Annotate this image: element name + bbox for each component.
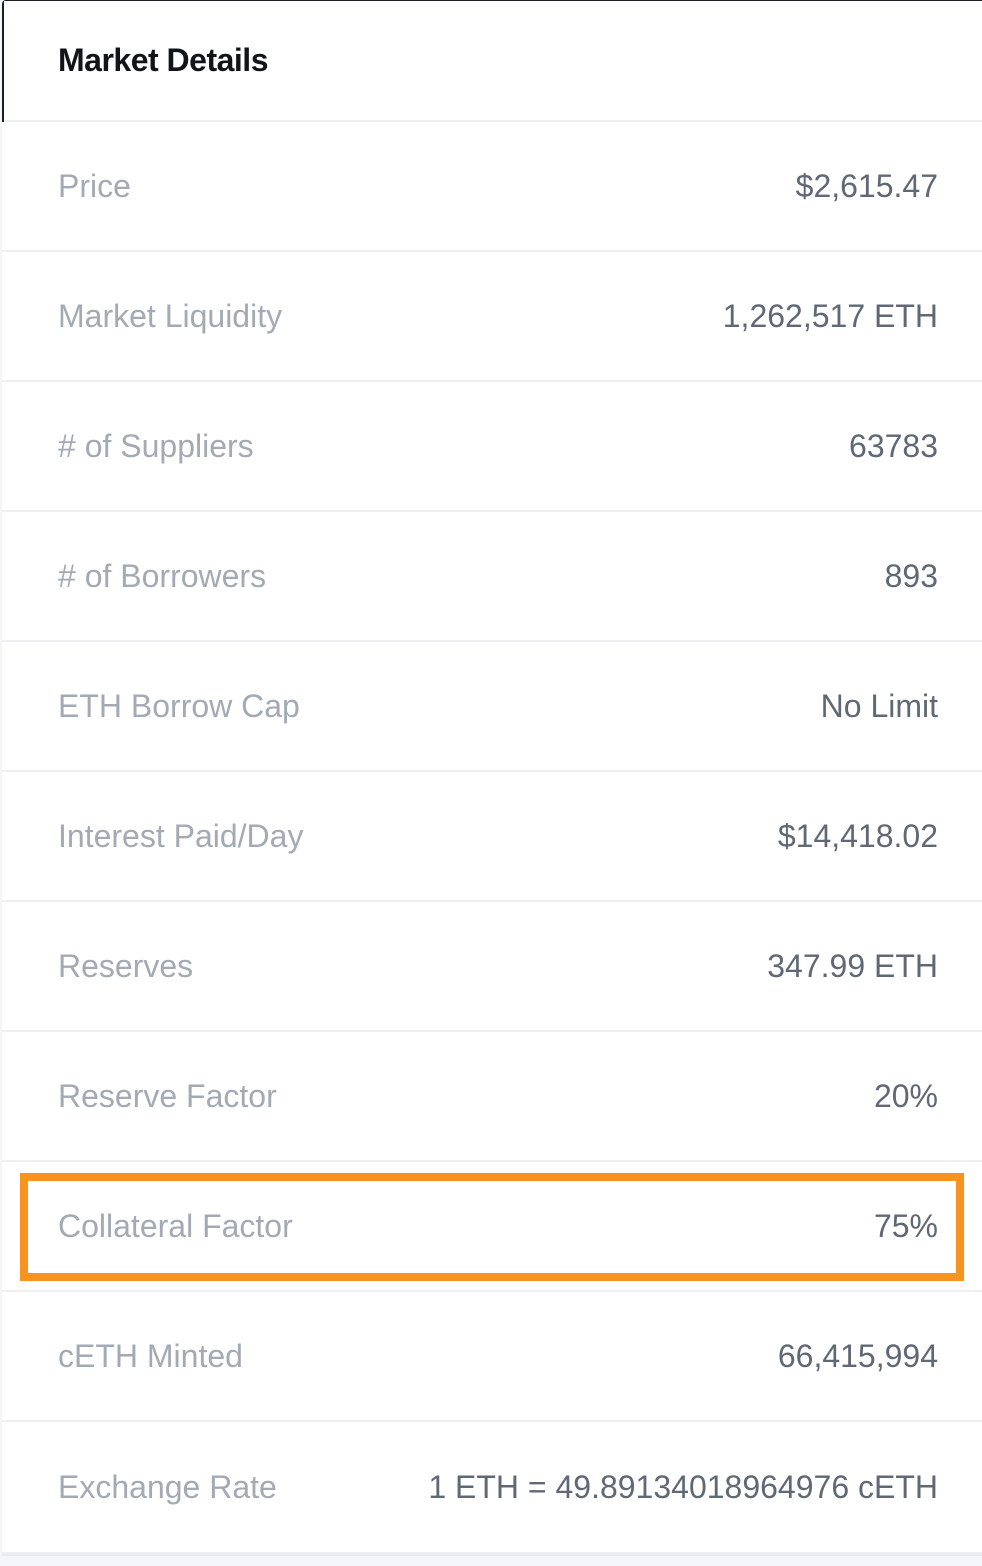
interest-paid-value: $14,418.02 — [777, 817, 938, 854]
detail-row-interest-paid: Interest Paid/Day $14,418.02 — [2, 772, 982, 902]
interest-paid-label: Interest Paid/Day — [58, 817, 304, 854]
panel-header: Market Details — [2, 0, 982, 122]
detail-row-collateral-factor: Collateral Factor 75% — [2, 1162, 982, 1292]
detail-row-reserve-factor: Reserve Factor 20% — [2, 1032, 982, 1162]
reserve-factor-value: 20% — [873, 1077, 938, 1114]
detail-row-market-liquidity: Market Liquidity 1,262,517 ETH — [2, 252, 982, 382]
panel-top-border — [2, 0, 982, 1]
suppliers-label: # of Suppliers — [58, 427, 254, 464]
reserves-label: Reserves — [58, 947, 194, 984]
panel-bottom-edge — [2, 1552, 982, 1556]
detail-row-reserves: Reserves 347.99 ETH — [2, 902, 982, 1032]
borrow-cap-label: ETH Borrow Cap — [58, 687, 300, 724]
suppliers-value: 63783 — [849, 427, 938, 464]
exchange-rate-value: 1 ETH = 49.89134018964976 cETH — [428, 1468, 938, 1505]
reserve-factor-label: Reserve Factor — [58, 1077, 277, 1114]
detail-row-exchange-rate: Exchange Rate 1 ETH = 49.89134018964976 … — [2, 1422, 982, 1552]
detail-row-ceth-minted: cETH Minted 66,415,994 — [2, 1292, 982, 1422]
ceth-minted-value: 66,415,994 — [777, 1337, 938, 1374]
exchange-rate-label: Exchange Rate — [58, 1468, 277, 1505]
ceth-minted-label: cETH Minted — [58, 1337, 243, 1374]
market-details-list: Price $2,615.47 Market Liquidity 1,262,5… — [2, 122, 982, 1552]
detail-row-price: Price $2,615.47 — [2, 122, 982, 252]
borrowers-value: 893 — [884, 557, 938, 594]
collateral-factor-value: 75% — [873, 1207, 938, 1244]
borrowers-label: # of Borrowers — [58, 557, 267, 594]
price-label: Price — [58, 167, 131, 204]
detail-row-borrow-cap: ETH Borrow Cap No Limit — [2, 642, 982, 772]
borrow-cap-value: No Limit — [820, 687, 938, 724]
detail-row-borrowers: # of Borrowers 893 — [2, 512, 982, 642]
collateral-factor-label: Collateral Factor — [58, 1207, 293, 1244]
market-liquidity-value: 1,262,517 ETH — [722, 297, 938, 334]
price-value: $2,615.47 — [795, 167, 938, 204]
detail-row-suppliers: # of Suppliers 63783 — [2, 382, 982, 512]
reserves-value: 347.99 ETH — [767, 947, 938, 984]
market-liquidity-label: Market Liquidity — [58, 297, 283, 334]
panel-title: Market Details — [58, 41, 268, 78]
panel-left-border — [2, 0, 4, 122]
